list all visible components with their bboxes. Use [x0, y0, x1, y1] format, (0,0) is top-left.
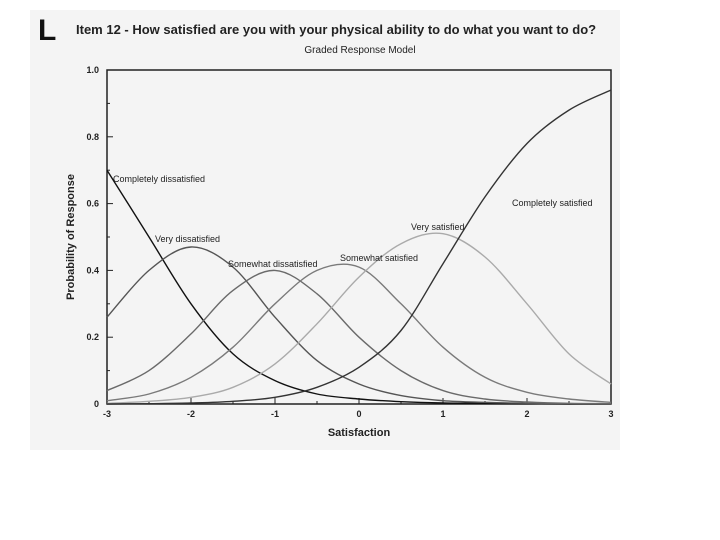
y-axis-label: Probability of Response: [65, 174, 77, 300]
item-title: Item 12 - How satisfied are you with you…: [76, 22, 597, 37]
series-line-somewhat-dissatisfied: [106, 269, 612, 405]
x-axis-label: Satisfaction: [328, 427, 391, 439]
x-tick-label: 1: [440, 409, 445, 419]
annotation-completely-satisfied: Completely satisfied: [512, 198, 593, 208]
curve-annotations: Completely dissatisfied Very dissatisfie…: [113, 174, 593, 269]
series-line-somewhat-satisfied: [106, 263, 612, 403]
y-tick-label: 0.8: [86, 132, 99, 142]
annotation-very-dissatisfied: Very dissatisfied: [155, 234, 220, 244]
x-tick-label: 2: [524, 409, 529, 419]
series-line-very-satisfied: [106, 232, 612, 404]
annotation-somewhat-dissatisfied: Somewhat dissatisfied: [228, 259, 318, 269]
x-tick-label: 0: [356, 409, 361, 419]
annotation-somewhat-satisfied: Somewhat satisfied: [340, 253, 418, 263]
series-line-very-dissatisfied: [106, 246, 612, 405]
y-tick-label: 0.4: [86, 265, 99, 275]
x-tick-label: -2: [187, 409, 195, 419]
y-tick-label: 0.2: [86, 332, 99, 342]
x-tick-label: -3: [103, 409, 111, 419]
series-lines: [106, 89, 612, 405]
series-line-completely-satisfied: [106, 89, 612, 405]
y-tick-label: 0: [94, 399, 99, 409]
chart-title: Graded Response Model: [304, 45, 416, 56]
x-tick-label: -1: [271, 409, 279, 419]
y-tick-label: 1.0: [86, 65, 99, 75]
panel-letter: L: [38, 14, 57, 47]
annotation-completely-dissatisfied: Completely dissatisfied: [113, 174, 205, 184]
y-tick-label: 0.6: [86, 199, 99, 209]
annotation-very-satisfied: Very satisfied: [411, 222, 465, 232]
chart-panel: [30, 10, 620, 450]
x-tick-label: 3: [608, 409, 613, 419]
